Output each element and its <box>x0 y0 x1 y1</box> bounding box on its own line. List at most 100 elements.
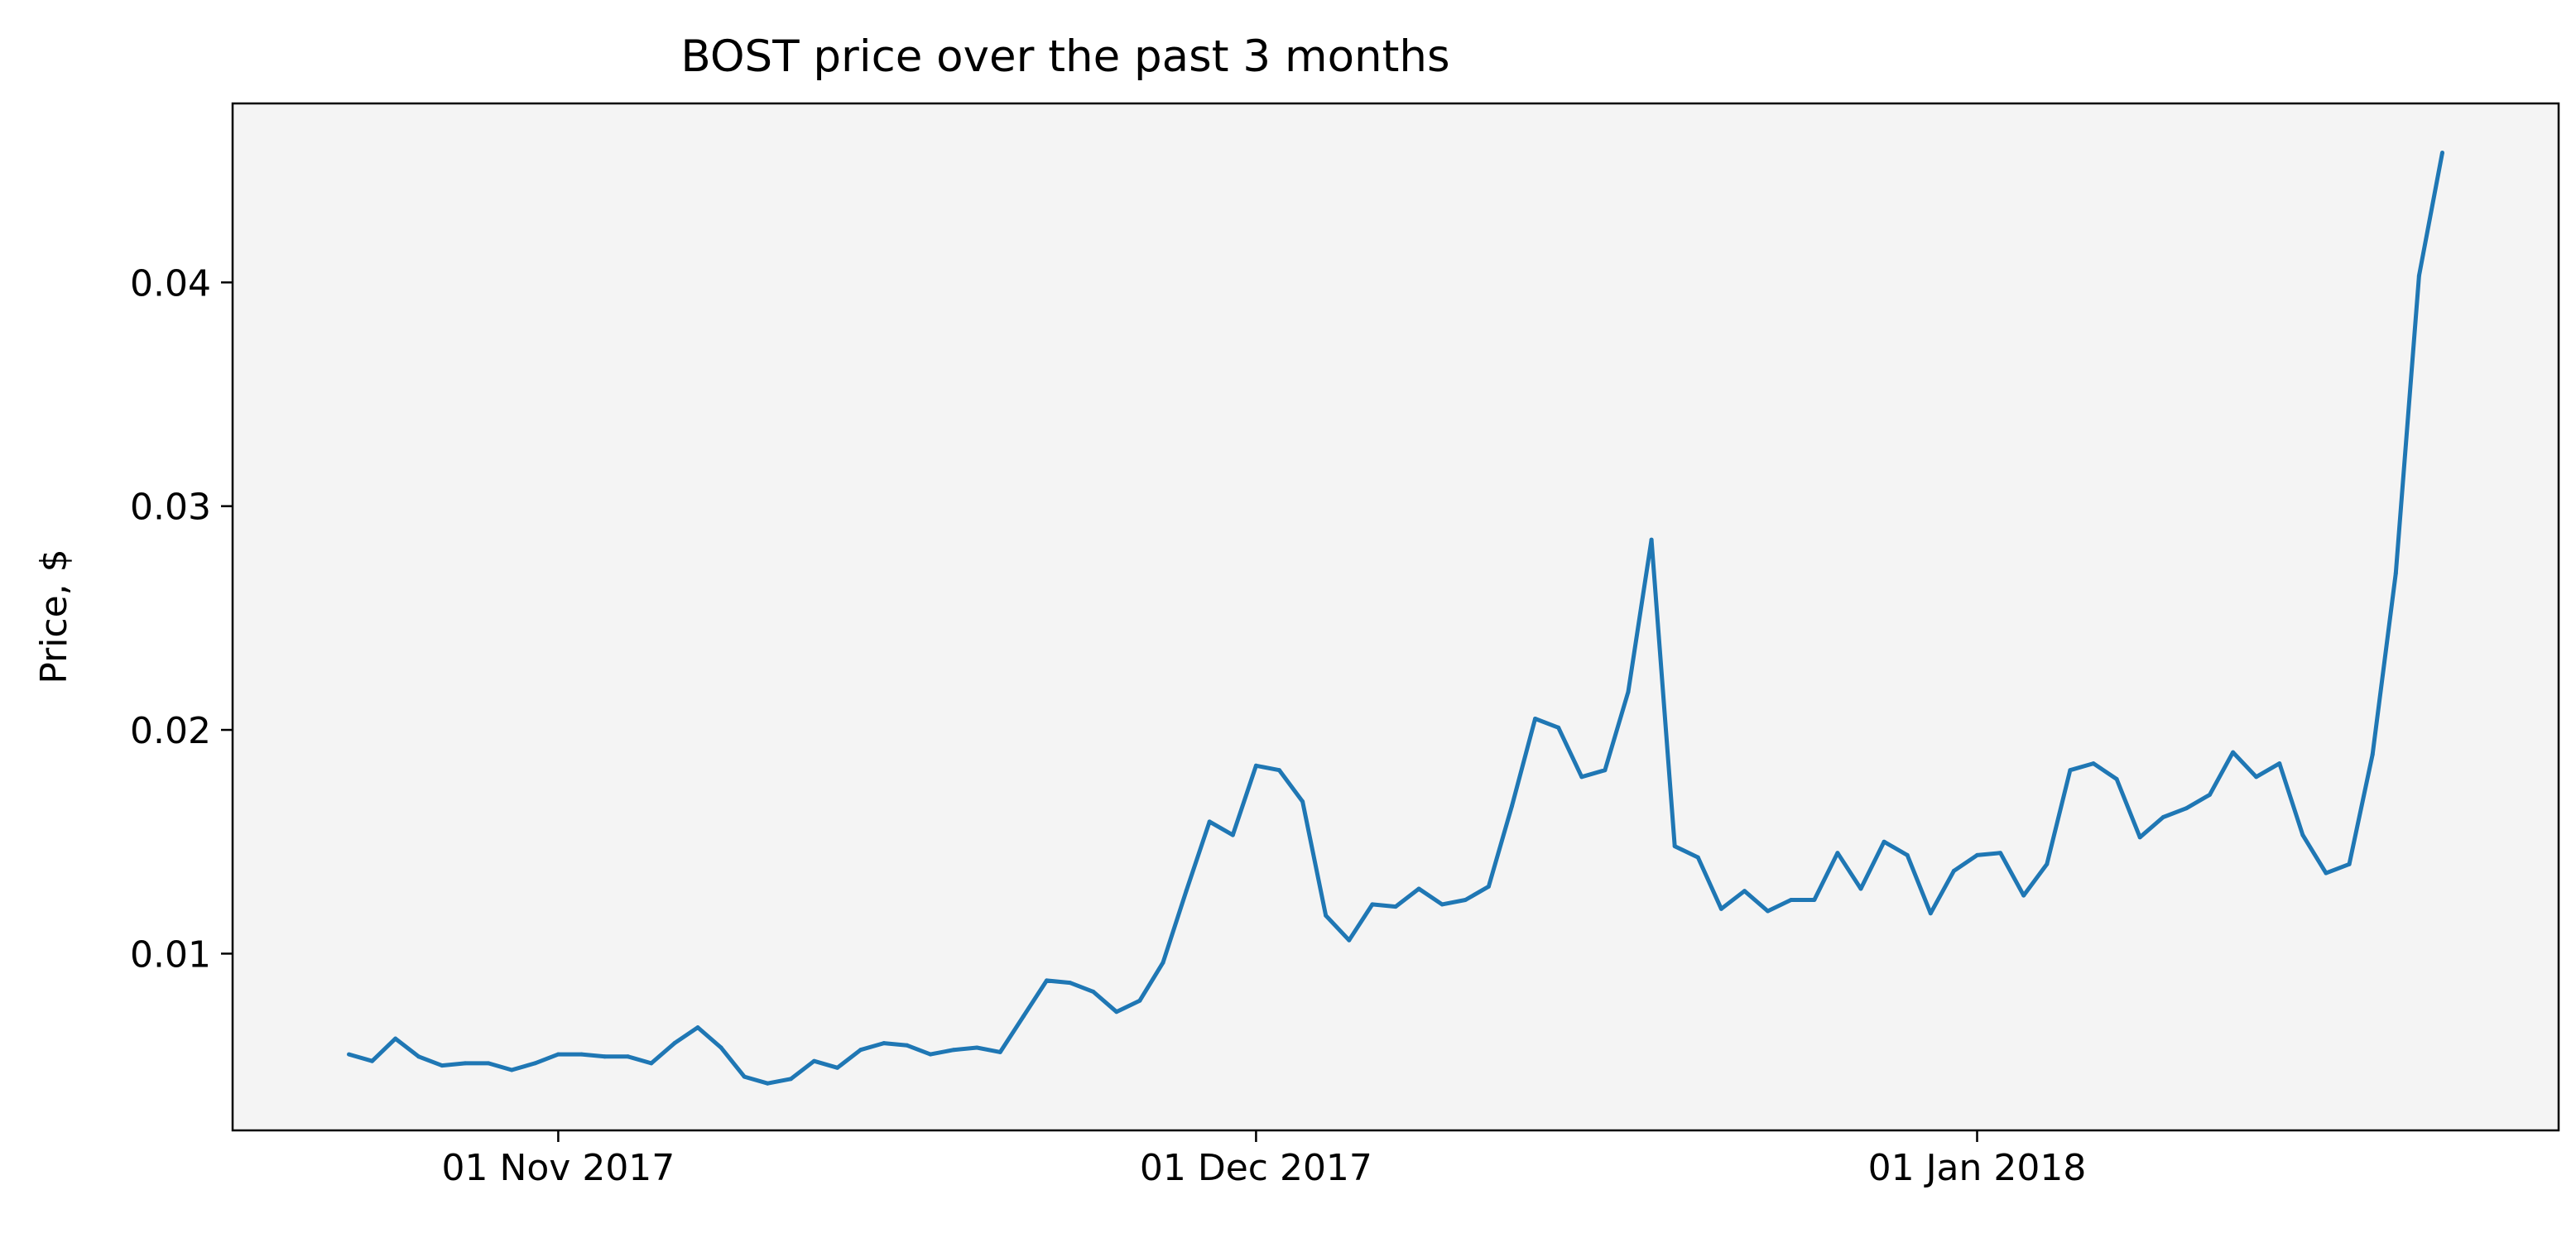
y-tick-label: 0.02 <box>130 710 211 752</box>
data-point <box>1812 898 1817 902</box>
data-point <box>1207 819 1212 824</box>
data-point <box>882 1041 887 1046</box>
data-point <box>1137 998 1142 1003</box>
data-point <box>2137 835 2142 840</box>
data-point <box>1300 799 1305 804</box>
data-point <box>649 1061 654 1066</box>
data-point <box>1347 938 1352 943</box>
data-point <box>1486 884 1491 889</box>
data-point <box>997 1049 1002 1054</box>
data-point <box>1742 889 1747 894</box>
data-point <box>1835 851 1840 856</box>
data-point <box>1998 851 2003 856</box>
data-point <box>2254 775 2259 780</box>
plot-area <box>233 103 2559 1130</box>
data-point <box>440 1063 445 1068</box>
data-point <box>1277 768 1281 773</box>
data-point <box>2347 861 2352 866</box>
y-tick-label: 0.01 <box>130 933 211 976</box>
data-point <box>2114 777 2119 781</box>
data-point <box>2045 861 2050 866</box>
data-point <box>1463 898 1468 902</box>
data-point <box>2370 752 2375 757</box>
data-point <box>579 1052 584 1057</box>
data-point <box>1766 909 1771 914</box>
data-point <box>695 1025 700 1030</box>
data-point <box>1789 898 1794 902</box>
data-point <box>1905 852 1910 857</box>
data-point <box>1626 689 1631 694</box>
data-point <box>2160 815 2165 819</box>
data-point <box>1253 763 1258 768</box>
data-point <box>812 1058 816 1063</box>
data-point <box>974 1045 979 1050</box>
data-point <box>788 1077 793 1082</box>
chart-title: BOST price over the past 3 months <box>680 31 1449 82</box>
data-point <box>1649 537 1654 542</box>
data-point <box>2021 893 2026 898</box>
data-point <box>1045 978 1049 983</box>
plot-frame <box>231 102 2560 1132</box>
data-point <box>1718 906 1723 911</box>
data-point <box>1579 775 1584 780</box>
data-point <box>1091 989 1096 994</box>
data-point <box>928 1052 933 1057</box>
data-point <box>1230 832 1235 837</box>
data-point <box>1393 904 1398 909</box>
data-point <box>2324 871 2328 876</box>
data-point <box>1416 886 1421 891</box>
data-point <box>416 1054 421 1059</box>
data-point <box>2208 792 2212 797</box>
data-point <box>1672 844 1677 849</box>
data-point <box>718 1045 723 1050</box>
data-point <box>858 1048 863 1053</box>
data-point <box>1533 717 1538 721</box>
data-point <box>2091 761 2096 766</box>
x-tick-label: 01 Jan 2018 <box>1868 1147 2087 1189</box>
x-tick-label: 01 Dec 2017 <box>1140 1147 1372 1189</box>
data-point <box>1975 852 1979 857</box>
data-point <box>765 1081 770 1086</box>
data-point <box>555 1052 560 1057</box>
data-point <box>672 1041 677 1046</box>
x-tick-label: 01 Nov 2017 <box>441 1147 675 1189</box>
data-point <box>2300 832 2305 837</box>
data-point <box>1324 913 1329 918</box>
data-point <box>1951 868 1956 873</box>
data-point <box>2231 750 2236 755</box>
data-point <box>393 1036 398 1041</box>
data-point <box>347 1052 351 1057</box>
data-point <box>2393 571 2398 576</box>
data-point <box>1184 889 1189 894</box>
data-point <box>1021 1014 1026 1019</box>
data-point <box>835 1065 840 1070</box>
y-tick-label: 0.03 <box>130 487 211 529</box>
data-point <box>1928 911 1933 916</box>
data-point <box>905 1043 910 1048</box>
x-axis: 01 Nov 2017 01 Dec 2017 01 Jan 2018 <box>441 1130 2086 1189</box>
data-point <box>2440 151 2444 155</box>
data-point <box>1439 902 1444 907</box>
data-point <box>1370 902 1375 907</box>
data-point <box>1114 1010 1119 1015</box>
data-point <box>370 1058 375 1063</box>
data-point <box>1161 960 1165 965</box>
data-point <box>2068 768 2073 773</box>
data-point <box>509 1067 514 1072</box>
data-point <box>2277 761 2282 766</box>
data-point <box>603 1054 608 1059</box>
data-point <box>532 1061 537 1066</box>
y-axis-label: Price, $ <box>33 549 75 684</box>
data-point <box>951 1048 956 1053</box>
data-point <box>486 1061 491 1066</box>
data-point <box>1882 839 1886 844</box>
data-point <box>2416 273 2421 278</box>
data-point <box>2184 806 2189 811</box>
data-point <box>1858 886 1863 891</box>
y-axis: 0.01 0.02 0.03 0.04 <box>130 262 233 976</box>
data-point <box>1695 855 1700 860</box>
data-point <box>1556 725 1561 730</box>
data-point <box>1068 981 1073 986</box>
data-point <box>463 1061 468 1066</box>
